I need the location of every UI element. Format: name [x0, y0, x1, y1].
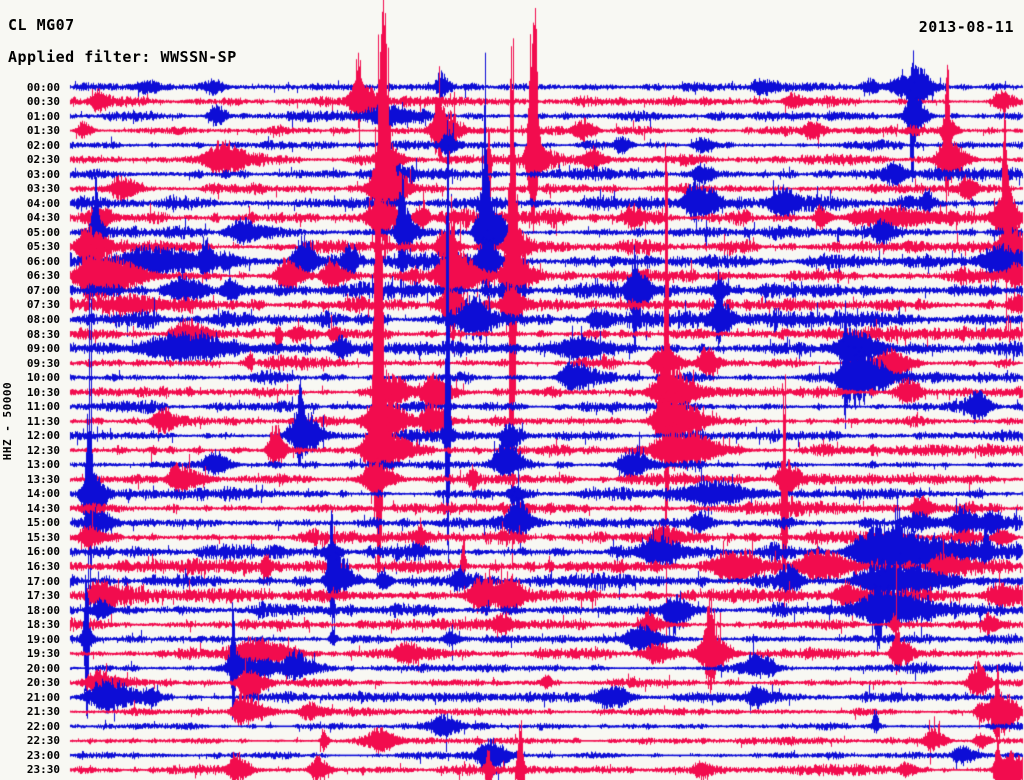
- trace-time-label: 12:00: [26, 429, 60, 443]
- trace-time-label: 10:30: [26, 385, 60, 399]
- trace-time-label: 16:00: [26, 545, 60, 559]
- trace-time-label: 13:30: [26, 472, 60, 486]
- trace-time-label: 08:30: [26, 327, 60, 341]
- trace-time-label: 22:30: [26, 734, 60, 748]
- trace-time-label: 06:00: [26, 254, 60, 268]
- trace-time-label: 11:00: [26, 400, 60, 414]
- trace-time-label: 18:30: [26, 618, 60, 632]
- station-title: CL MG07: [8, 16, 75, 34]
- trace-time-label: 21:30: [26, 705, 60, 719]
- trace-time-label: 07:00: [26, 283, 60, 297]
- trace-time-label: 09:00: [26, 342, 60, 356]
- trace-time-label: 17:30: [26, 589, 60, 603]
- applied-filter-label: Applied filter: WWSSN-SP: [8, 48, 237, 66]
- trace-time-label: 04:30: [26, 211, 60, 225]
- trace-time-label: 15:00: [26, 516, 60, 530]
- trace-time-label: 23:30: [26, 763, 60, 777]
- trace-time-label: 03:30: [26, 182, 60, 196]
- trace-time-label: 15:30: [26, 530, 60, 544]
- trace-time-label: 17:00: [26, 574, 60, 588]
- trace-time-label: 05:30: [26, 240, 60, 254]
- trace-time-label: 14:00: [26, 487, 60, 501]
- time-labels: 00:00 00:30 01:00 01:30 02:00 02:30 03:00 03:30…: [0, 0, 64, 780]
- trace-time-label: 06:30: [26, 269, 60, 283]
- trace-time-label: 20:30: [26, 676, 60, 690]
- trace-time-label: 16:30: [26, 559, 60, 573]
- trace-time-label: 00:00: [26, 80, 60, 94]
- trace-time-label: 12:30: [26, 443, 60, 457]
- trace-time-label: 19:30: [26, 647, 60, 661]
- trace-time-label: 19:00: [26, 632, 60, 646]
- record-date: 2013-08-11: [918, 18, 1014, 36]
- trace-time-label: 05:00: [26, 225, 60, 239]
- trace-time-label: 01:00: [26, 109, 60, 123]
- trace-time-label: 13:00: [26, 458, 60, 472]
- trace-time-label: 02:30: [26, 153, 60, 167]
- trace-time-label: 23:00: [26, 748, 60, 762]
- trace-time-label: 11:30: [26, 414, 60, 428]
- trace-time-label: 21:00: [26, 690, 60, 704]
- trace-time-label: 10:00: [26, 371, 60, 385]
- trace-time-label: 00:30: [26, 95, 60, 109]
- channel-scale-label: HHZ - 50000: [1, 381, 14, 461]
- trace-time-label: 09:30: [26, 356, 60, 370]
- trace-time-label: 01:30: [26, 124, 60, 138]
- trace-time-label: 22:00: [26, 719, 60, 733]
- trace-time-label: 04:00: [26, 196, 60, 210]
- trace-time-label: 07:30: [26, 298, 60, 312]
- trace-time-label: 18:00: [26, 603, 60, 617]
- trace-time-label: 02:00: [26, 138, 60, 152]
- trace-time-label: 03:00: [26, 167, 60, 181]
- trace-time-label: 14:30: [26, 501, 60, 515]
- trace-time-label: 08:00: [26, 312, 60, 326]
- trace-time-label: 20:00: [26, 661, 60, 675]
